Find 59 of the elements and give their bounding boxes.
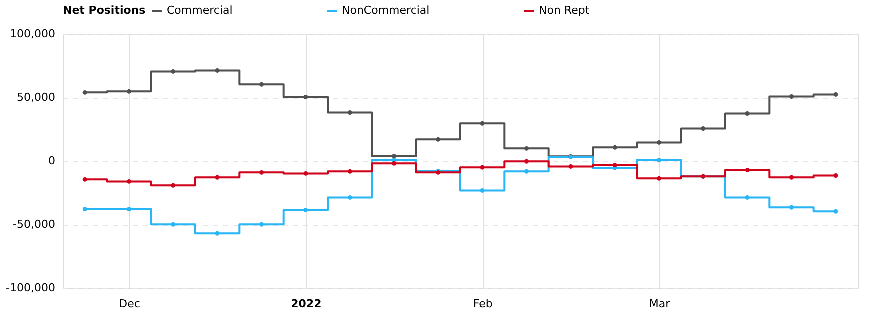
point <box>215 231 220 236</box>
point <box>568 164 574 169</box>
point <box>480 188 485 193</box>
point <box>260 170 264 175</box>
point <box>790 175 794 180</box>
x-tick-label: 2022 <box>291 298 322 310</box>
point <box>348 195 352 200</box>
point <box>348 110 352 115</box>
point <box>745 168 750 173</box>
point <box>480 121 485 126</box>
y-tick-label: 0 <box>48 154 56 168</box>
point <box>82 207 88 212</box>
point <box>436 137 441 142</box>
point <box>790 94 794 99</box>
point <box>171 222 176 227</box>
point <box>171 69 176 74</box>
point <box>745 195 750 200</box>
point <box>260 222 264 227</box>
y-tick-label: -50,000 <box>13 218 56 231</box>
point <box>524 146 529 151</box>
point <box>392 161 396 166</box>
point <box>82 90 88 95</box>
point <box>612 163 618 168</box>
legend-label: Commercial <box>167 4 233 17</box>
x-tick-label: Feb <box>473 298 493 310</box>
point <box>127 179 132 184</box>
point <box>790 205 794 210</box>
point <box>657 158 662 163</box>
point <box>834 209 838 214</box>
point <box>701 126 706 131</box>
point <box>612 145 618 150</box>
point <box>304 208 308 213</box>
point <box>348 169 352 174</box>
y-tick-label: 100,000 <box>10 28 56 40</box>
y-tick-label: -100,000 <box>6 282 56 294</box>
legend-label: NonCommercial <box>342 4 430 17</box>
point <box>524 169 529 174</box>
y-tick-label: 50,000 <box>17 91 56 104</box>
point <box>524 159 529 164</box>
point <box>82 177 88 182</box>
point <box>215 68 220 73</box>
point <box>127 207 132 212</box>
point <box>171 183 176 188</box>
point <box>834 174 838 178</box>
point <box>834 92 838 97</box>
legend-label: Non Rept <box>539 4 590 17</box>
point <box>657 176 662 181</box>
point <box>745 112 750 116</box>
point <box>657 140 662 145</box>
point <box>480 165 485 170</box>
point <box>392 154 396 159</box>
x-tick-label: Mar <box>649 298 671 310</box>
point <box>260 82 264 87</box>
point <box>215 175 220 180</box>
legend-title: Net Positions <box>63 4 146 17</box>
point <box>127 89 132 94</box>
point <box>304 95 308 100</box>
point <box>304 171 308 176</box>
x-tick-label: Dec <box>119 298 140 310</box>
